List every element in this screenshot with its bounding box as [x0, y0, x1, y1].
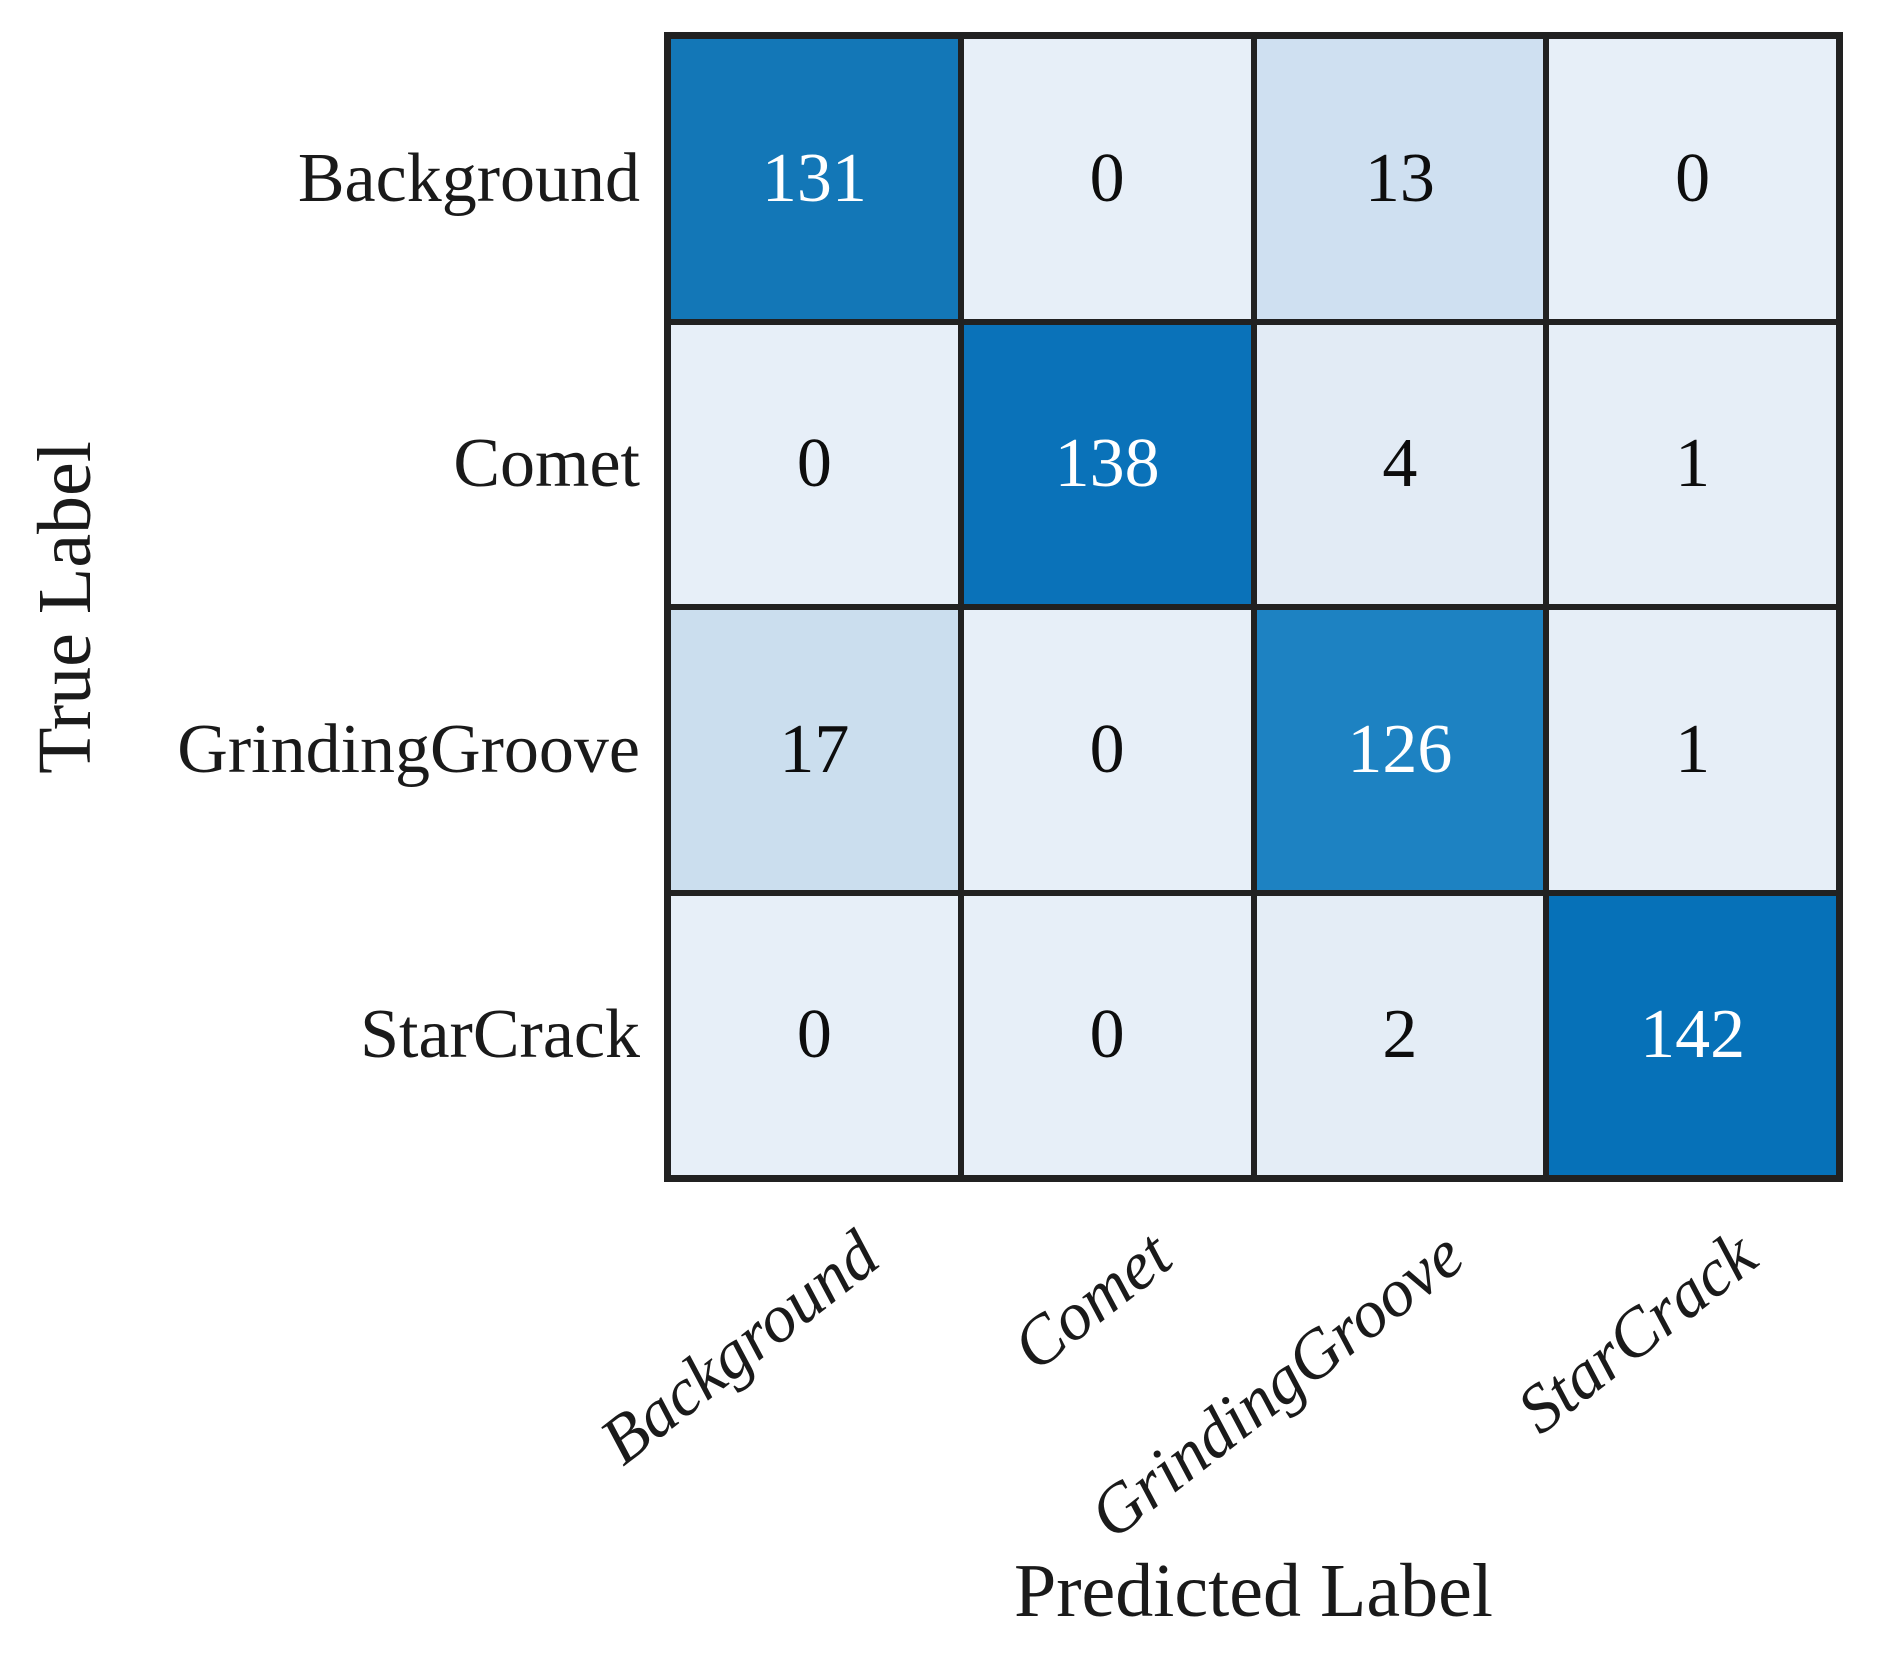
matrix-cell-r2c3: 1 [1549, 610, 1836, 890]
matrix-cell-r2c0: 17 [671, 610, 958, 890]
matrix-cell-r1c3: 1 [1549, 324, 1836, 604]
matrix-cell-r1c1: 138 [963, 324, 1251, 604]
matrix-cell-r0c2: 13 [1256, 39, 1544, 319]
matrix-cell-r3c0: 0 [671, 895, 958, 1175]
y-tick-labels: Background Comet GrindingGroove StarCrack [0, 32, 640, 1182]
matrix-cell-r1c2: 4 [1256, 324, 1544, 604]
x-tick-label-starcrack: StarCrack [1502, 1215, 1771, 1448]
matrix-cell-r3c1: 0 [963, 895, 1251, 1175]
confusion-matrix-grid: 131 0 13 0 0 138 4 1 17 0 126 1 0 0 2 142 [664, 32, 1843, 1182]
x-tick-label-comet: Comet [997, 1215, 1185, 1385]
y-tick-label-grindinggroove: GrindingGroove [177, 710, 640, 788]
x-tick-label-background: Background [585, 1215, 892, 1479]
matrix-cell-r0c3: 0 [1549, 39, 1836, 319]
matrix-cell-r0c0: 131 [671, 39, 958, 319]
y-tick-label-background: Background [297, 139, 640, 217]
matrix-cell-r1c0: 0 [671, 324, 958, 604]
y-tick-label-comet: Comet [453, 425, 640, 503]
matrix-cell-r3c3: 142 [1549, 895, 1836, 1175]
matrix-cell-r3c2: 2 [1256, 895, 1544, 1175]
x-axis-title: Predicted Label [1013, 1549, 1493, 1633]
matrix-cell-r2c1: 0 [963, 610, 1251, 890]
x-tick-label-grindinggroove: GrindingGroove [1075, 1215, 1478, 1554]
y-tick-label-starcrack: StarCrack [360, 996, 640, 1074]
matrix-cell-r0c1: 0 [963, 39, 1251, 319]
matrix-cell-r2c2: 126 [1256, 610, 1544, 890]
